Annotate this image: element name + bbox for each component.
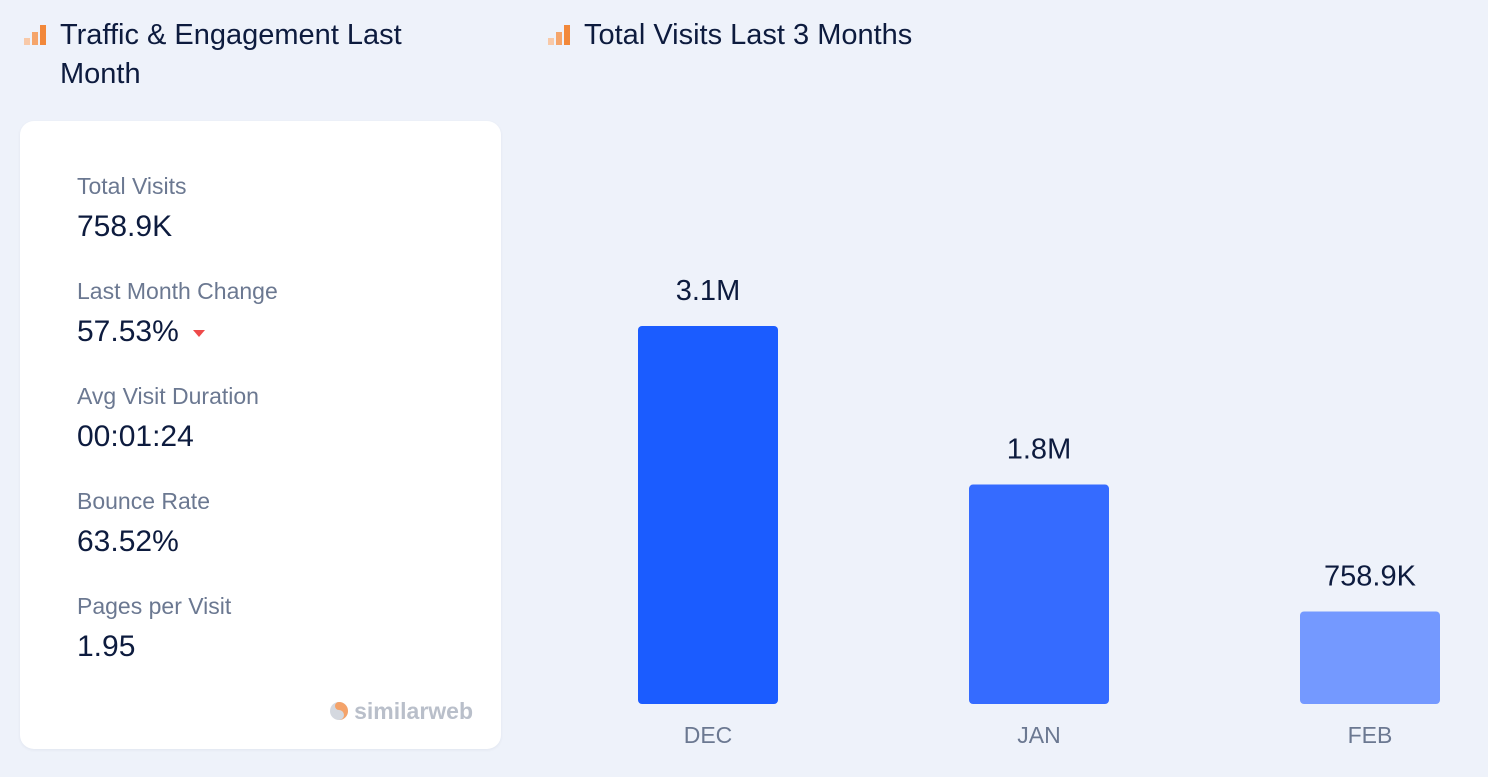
bar-value-label-jan: 1.8M — [1007, 434, 1071, 466]
total-visits-title-text: Total Visits Last 3 Months — [584, 19, 913, 51]
metric-value-row: 63.52% — [77, 522, 210, 562]
metric-avg-visit-duration: Avg Visit Duration 00:01:24 — [77, 381, 259, 457]
bar-value-label-feb: 758.9K — [1324, 560, 1417, 592]
bar-chart-icon — [24, 25, 46, 45]
bar-dec — [638, 326, 778, 704]
metric-value: 1.95 — [77, 630, 136, 663]
metric-value-row: 758.9K — [77, 207, 187, 247]
engagement-metrics-card: Total Visits 758.9K Last Month Change 57… — [20, 121, 501, 749]
similarweb-logo-icon — [330, 702, 349, 720]
metric-value: 57.53% — [77, 315, 179, 348]
metric-label: Pages per Visit — [77, 593, 232, 619]
metric-value: 63.52% — [77, 525, 179, 558]
bar-value-label-dec: 3.1M — [676, 275, 740, 307]
similarweb-brand: similarweb — [329, 697, 473, 725]
x-tick-label-feb: FEB — [1348, 722, 1393, 748]
brand-name: similarweb — [354, 698, 473, 724]
metric-label: Avg Visit Duration — [77, 383, 259, 409]
bar-jan — [969, 484, 1109, 704]
metric-pages-per-visit: Pages per Visit 1.95 — [77, 591, 231, 667]
caret-down-icon — [192, 329, 205, 337]
traffic-engagement-title: Traffic & Engagement Last Month — [24, 16, 454, 94]
metric-total-visits: Total Visits 758.9K — [77, 171, 187, 247]
x-tick-label-jan: JAN — [1017, 722, 1060, 748]
metric-value-row: 57.53% — [77, 312, 278, 352]
metric-value-row: 00:01:24 — [77, 417, 259, 457]
metric-label: Bounce Rate — [77, 488, 210, 514]
metric-value-row: 1.95 — [77, 627, 231, 667]
bar-chart-icon — [548, 25, 570, 45]
metric-label: Last Month Change — [77, 278, 278, 304]
x-tick-label-dec: DEC — [684, 722, 733, 748]
bar-feb — [1300, 611, 1440, 704]
metric-value: 758.9K — [77, 210, 173, 243]
metric-label: Total Visits — [77, 173, 187, 199]
total-visits-chart: 3.1M DEC 1.8M JAN 758.9K FEB — [560, 150, 1480, 770]
metric-bounce-rate: Bounce Rate 63.52% — [77, 486, 210, 562]
traffic-engagement-title-text: Traffic & Engagement Last Month — [60, 19, 402, 90]
metric-last-month-change: Last Month Change 57.53% — [77, 276, 278, 352]
total-visits-title: Total Visits Last 3 Months — [548, 16, 1048, 55]
total-visits-bar-chart: 3.1M DEC 1.8M JAN 758.9K FEB — [638, 275, 1440, 748]
metric-value: 00:01:24 — [77, 420, 194, 453]
